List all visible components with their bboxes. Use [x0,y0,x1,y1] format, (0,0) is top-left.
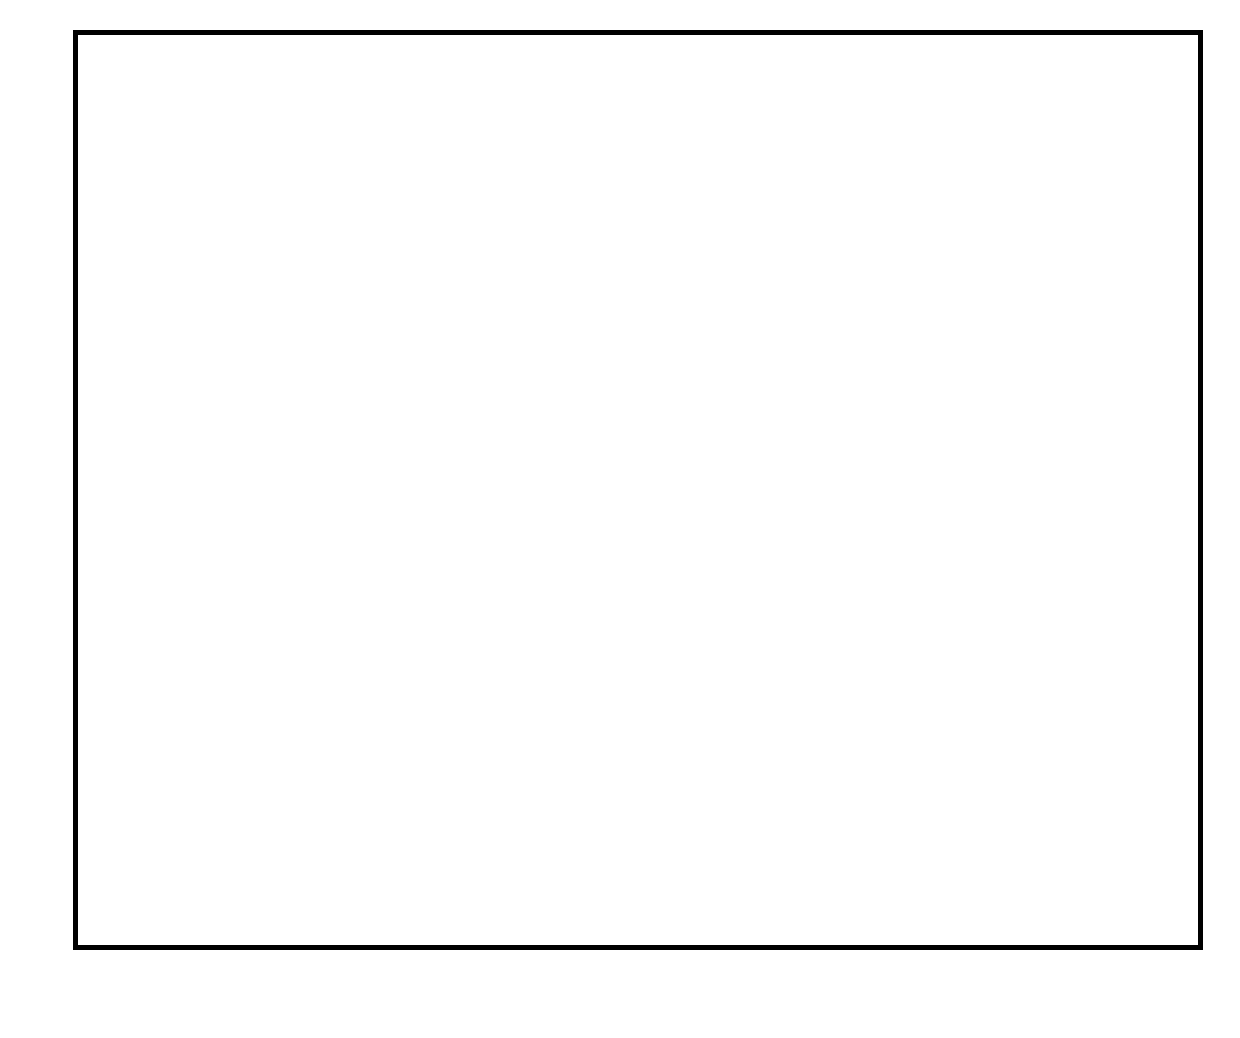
oscilloscope-frame [25,22,1215,1017]
oscilloscope-plot [73,30,1203,950]
scope-svg [78,35,378,185]
